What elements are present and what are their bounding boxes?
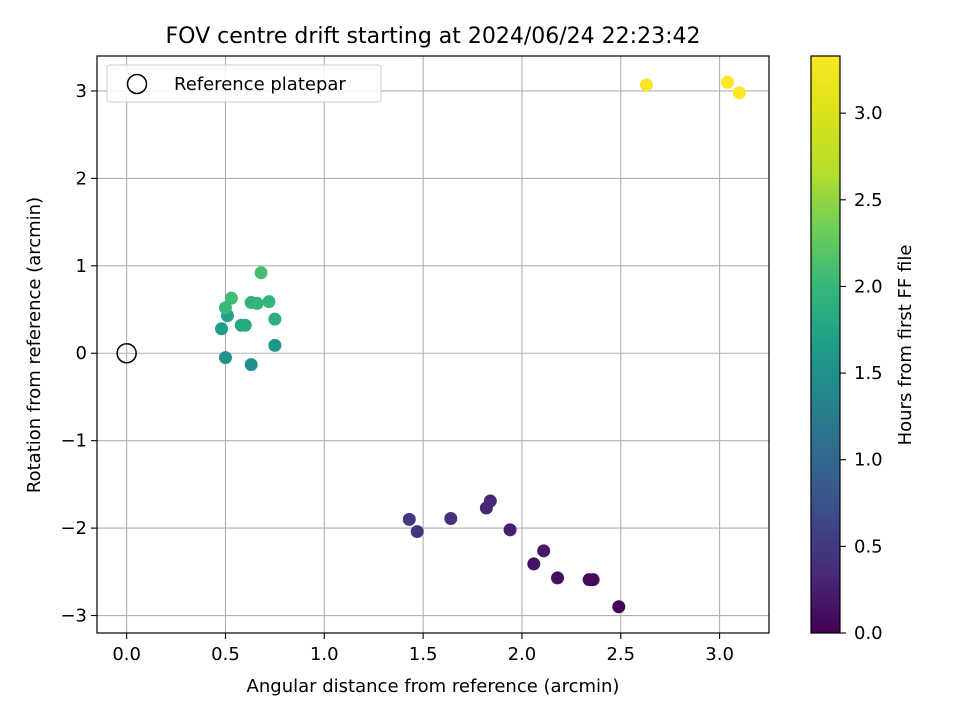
colorbar-tick-label: 3.0 xyxy=(854,103,883,124)
x-axis-ticks: 0.0 0.5 1.0 1.5 2.0 2.5 3.0 xyxy=(112,633,734,665)
colorbar-label: Hours from first FF file xyxy=(895,245,916,446)
x-tick-label: 2.0 xyxy=(508,644,537,665)
x-tick-label: 0.0 xyxy=(112,644,141,665)
colorbar-tick-label: 0.0 xyxy=(854,623,883,644)
data-point xyxy=(218,301,232,315)
colorbar-tick-label: 1.5 xyxy=(854,363,883,384)
data-point xyxy=(410,525,424,539)
y-axis-label: Rotation from reference (arcmin) xyxy=(24,197,45,493)
data-point xyxy=(483,494,497,508)
plot-background xyxy=(97,56,769,633)
data-point xyxy=(254,266,268,280)
grid xyxy=(97,56,769,633)
y-tick-label: 3 xyxy=(76,81,87,102)
legend-entry-reference: Reference platepar xyxy=(174,74,346,95)
colorbar-tick-label: 1.0 xyxy=(854,450,883,471)
data-point xyxy=(262,295,276,309)
colorbar-tick-label: 2.5 xyxy=(854,190,883,211)
y-tick-label: −3 xyxy=(60,606,87,627)
data-point xyxy=(218,351,232,365)
scatter-points xyxy=(215,75,746,614)
x-tick-label: 1.5 xyxy=(409,644,438,665)
y-tick-label: −1 xyxy=(60,431,87,452)
data-point xyxy=(720,75,734,89)
legend: Reference platepar xyxy=(106,64,382,103)
data-point xyxy=(503,523,517,537)
legend-marker-icon xyxy=(126,73,148,95)
data-point xyxy=(551,571,565,585)
colorbar-tick-label: 0.5 xyxy=(854,536,883,557)
x-tick-label: 2.5 xyxy=(606,644,635,665)
data-point xyxy=(244,358,258,372)
chart-title: FOV centre drift starting at 2024/06/24 … xyxy=(166,24,701,49)
x-tick-label: 1.0 xyxy=(310,644,339,665)
colorbar-tick-label: 2.0 xyxy=(854,276,883,297)
data-point xyxy=(527,557,541,571)
plot-frame xyxy=(96,55,770,634)
data-point xyxy=(224,291,238,305)
colorbar-gradient xyxy=(810,55,841,634)
plot-area: 0.0 0.5 1.0 1.5 2.0 2.5 3.0 −3 −2 −1 0 1 2 3 xyxy=(60,55,770,665)
data-point xyxy=(268,338,282,352)
colorbar-ticks: 0.0 0.5 1.0 1.5 2.0 2.5 3.0 xyxy=(840,103,883,644)
data-point xyxy=(402,512,416,526)
legend-box xyxy=(106,64,382,103)
data-point xyxy=(268,312,282,326)
y-tick-label: −2 xyxy=(60,518,87,539)
x-tick-label: 0.5 xyxy=(211,644,240,665)
data-point xyxy=(732,86,746,100)
y-tick-label: 2 xyxy=(76,168,87,189)
data-point xyxy=(582,573,596,587)
data-point xyxy=(537,544,551,558)
data-point xyxy=(444,511,458,525)
x-tick-label: 3.0 xyxy=(705,644,734,665)
x-axis-label: Angular distance from reference (arcmin) xyxy=(247,676,620,697)
y-tick-label: 0 xyxy=(76,343,87,364)
colorbar: 0.0 0.5 1.0 1.5 2.0 2.5 3.0 Hours from first F… xyxy=(810,55,916,644)
data-point xyxy=(215,322,229,336)
reference-platepar-marker xyxy=(116,342,137,364)
data-point xyxy=(612,600,626,614)
data-point xyxy=(250,296,264,310)
y-tick-label: 1 xyxy=(76,256,87,277)
data-point xyxy=(238,318,252,332)
data-point xyxy=(639,78,653,92)
y-axis-ticks: −3 −2 −1 0 1 2 3 xyxy=(60,81,97,627)
